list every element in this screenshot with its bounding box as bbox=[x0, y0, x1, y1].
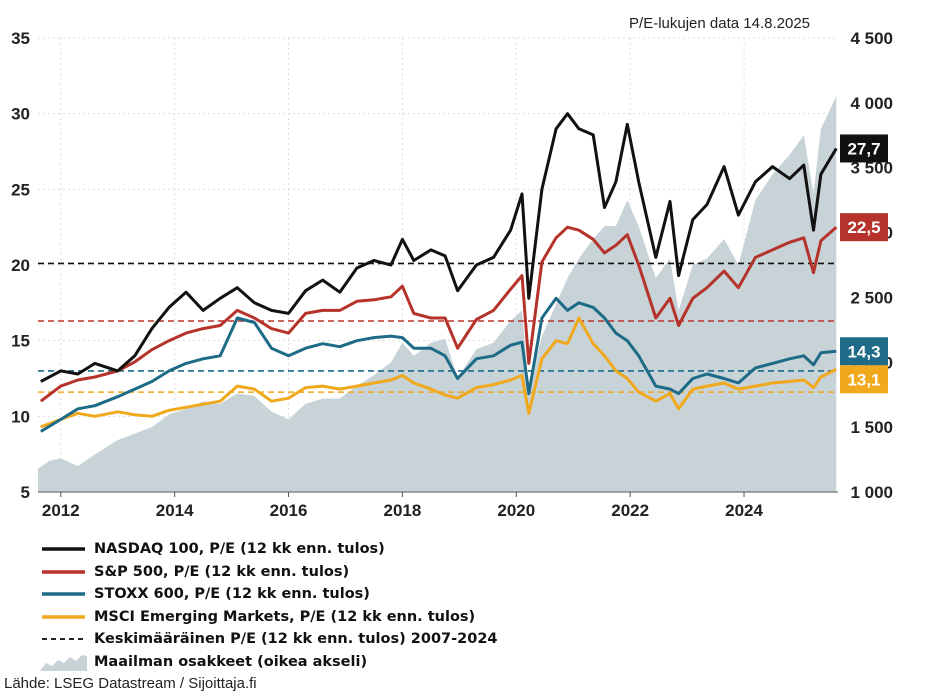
right-tick-label: 1 500 bbox=[850, 418, 893, 437]
x-tick-label: 2018 bbox=[383, 501, 421, 520]
series-line bbox=[40, 316, 837, 429]
right-tick-label: 4 000 bbox=[850, 94, 893, 113]
legend-swatch bbox=[42, 547, 85, 551]
legend-swatch bbox=[42, 592, 85, 596]
x-tick-label: 2012 bbox=[42, 501, 80, 520]
series-line bbox=[39, 225, 838, 403]
right-tick-label: 2 500 bbox=[850, 288, 893, 307]
end-label-box bbox=[840, 365, 888, 394]
legend-item: NASDAQ 100, P/E (12 kk enn. tulos) bbox=[40, 538, 498, 561]
legend-item: STOXX 600, P/E (12 kk enn. tulos) bbox=[40, 583, 498, 606]
legend: NASDAQ 100, P/E (12 kk enn. tulos) S&P 50… bbox=[40, 538, 498, 673]
x-tick-label: 2022 bbox=[611, 501, 649, 520]
left-tick-label: 30 bbox=[11, 105, 30, 124]
x-tick-label: 2024 bbox=[725, 501, 763, 520]
legend-item: MSCI Emerging Markets, P/E (12 kk enn. t… bbox=[40, 606, 498, 629]
legend-label: MSCI Emerging Markets, P/E (12 kk enn. t… bbox=[94, 608, 476, 625]
data-date-note: P/E-lukujen data 14.8.2025 bbox=[629, 15, 810, 32]
end-label-box bbox=[840, 337, 888, 366]
legend-swatch bbox=[40, 654, 87, 671]
right-tick-label: 4 500 bbox=[850, 29, 893, 48]
end-label-text: 22,5 bbox=[847, 218, 880, 237]
legend-label: NASDAQ 100, P/E (12 kk enn. tulos) bbox=[94, 541, 385, 558]
legend-item: Keskimääräinen P/E (12 kk enn. tulos) 20… bbox=[40, 628, 498, 651]
left-tick-label: 20 bbox=[11, 256, 30, 275]
right-tick-label: 1 000 bbox=[850, 483, 893, 502]
left-axis: 5 10 15 20 25 30 35 bbox=[11, 29, 30, 502]
left-tick-label: 25 bbox=[11, 180, 30, 199]
legend-label: S&P 500, P/E (12 kk enn. tulos) bbox=[94, 563, 350, 580]
end-label-text: 14,3 bbox=[847, 342, 880, 361]
x-axis: 2012 2014 2016 2018 2020 2022 2024 bbox=[38, 491, 838, 520]
x-tick-label: 2016 bbox=[270, 501, 308, 520]
legend-swatch bbox=[42, 638, 85, 641]
right-tick-label: 3 500 bbox=[850, 159, 893, 178]
end-label-text: 27,7 bbox=[847, 139, 880, 158]
left-tick-label: 10 bbox=[11, 407, 30, 426]
source-note: Lähde: LSEG Datastream / Sijoittaja.fi bbox=[4, 675, 257, 692]
end-value-labels: 27,7 22,5 14,3 13,1 bbox=[840, 134, 888, 394]
legend-label: STOXX 600, P/E (12 kk enn. tulos) bbox=[94, 586, 370, 603]
legend-swatch bbox=[42, 570, 85, 574]
world-equities-area bbox=[38, 96, 837, 493]
legend-label: Maailman osakkeet (oikea akseli) bbox=[94, 653, 368, 670]
legend-item: S&P 500, P/E (12 kk enn. tulos) bbox=[40, 561, 498, 584]
x-tick-label: 2014 bbox=[156, 501, 194, 520]
end-label-text: 13,1 bbox=[847, 370, 880, 389]
end-label-box bbox=[840, 213, 888, 242]
pe-series-lines bbox=[39, 112, 838, 433]
legend-swatch bbox=[42, 615, 85, 619]
left-tick-label: 15 bbox=[11, 332, 30, 351]
series-line bbox=[40, 112, 838, 383]
series-line bbox=[40, 296, 837, 433]
end-label-box bbox=[840, 134, 888, 163]
x-tick-label: 2020 bbox=[497, 501, 535, 520]
left-tick-label: 35 bbox=[11, 29, 30, 48]
legend-label: Keskimääräinen P/E (12 kk enn. tulos) 20… bbox=[94, 631, 498, 648]
left-tick-label: 5 bbox=[21, 483, 30, 502]
legend-item: Maailman osakkeet (oikea akseli) bbox=[40, 651, 498, 674]
